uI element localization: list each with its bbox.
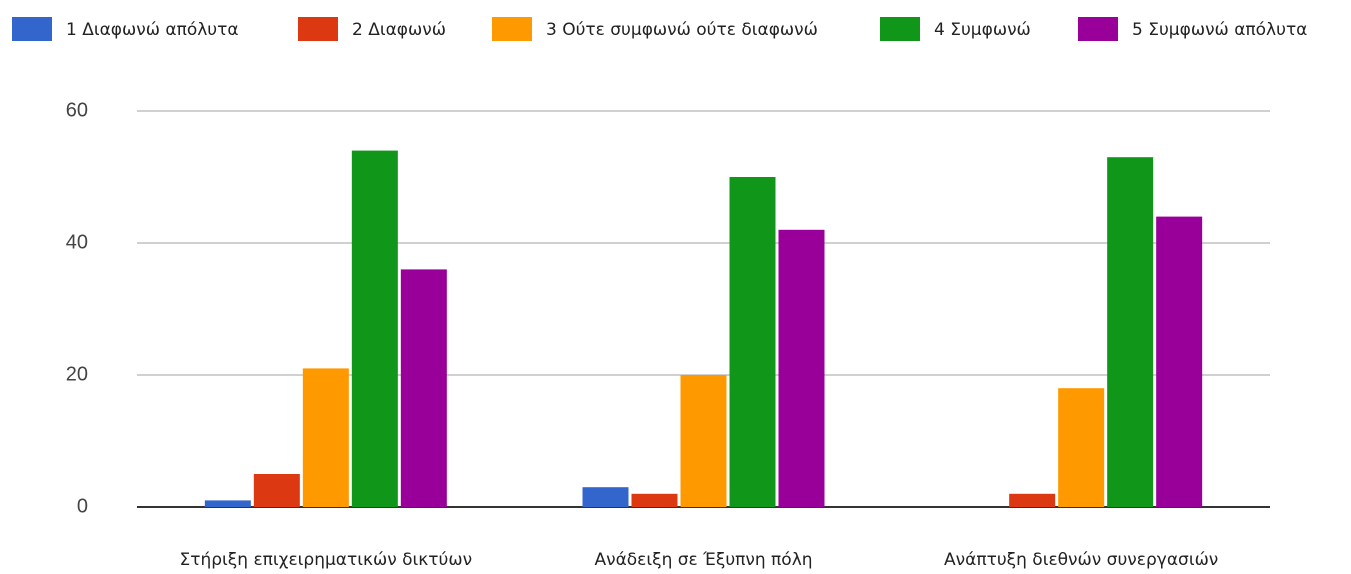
legend-swatch [1078,17,1118,41]
legend-swatch [12,17,52,41]
bar [778,229,825,508]
legend-swatch [298,17,338,41]
bar [1009,493,1056,507]
bar [631,493,678,507]
bar [582,487,629,507]
bar [680,375,727,507]
bar [204,500,251,507]
bar [1058,388,1105,507]
bar [253,474,300,507]
y-tick-label: 40 [66,231,88,253]
legend-label: 1 Διαφωνώ απόλυτα [66,20,239,40]
bar [1156,216,1203,507]
legend-swatch [492,17,532,41]
bar [351,150,398,507]
bar [729,177,776,507]
bar [1107,157,1154,507]
legend-label: 5 Συμφωνώ απόλυτα [1132,20,1307,40]
x-tick-label: Στήριξη επιχειρηματικών δικτύων [180,550,473,570]
y-tick-label: 20 [66,363,88,385]
x-tick-label: Ανάπτυξη διεθνών συνεργασιών [944,550,1218,570]
y-tick-label: 60 [66,99,88,121]
legend-label: 4 Συμφωνώ [934,20,1031,40]
x-tick-label: Ανάδειξη σε Έξυπνη πόλη [594,550,812,570]
legend-label: 3 Ούτε συμφωνώ ούτε διαφωνώ [546,20,818,40]
legend-swatch [880,17,920,41]
legend-label: 2 Διαφωνώ [352,20,446,40]
y-tick-label: 0 [77,495,88,517]
bar [302,368,349,507]
bar [400,269,447,507]
